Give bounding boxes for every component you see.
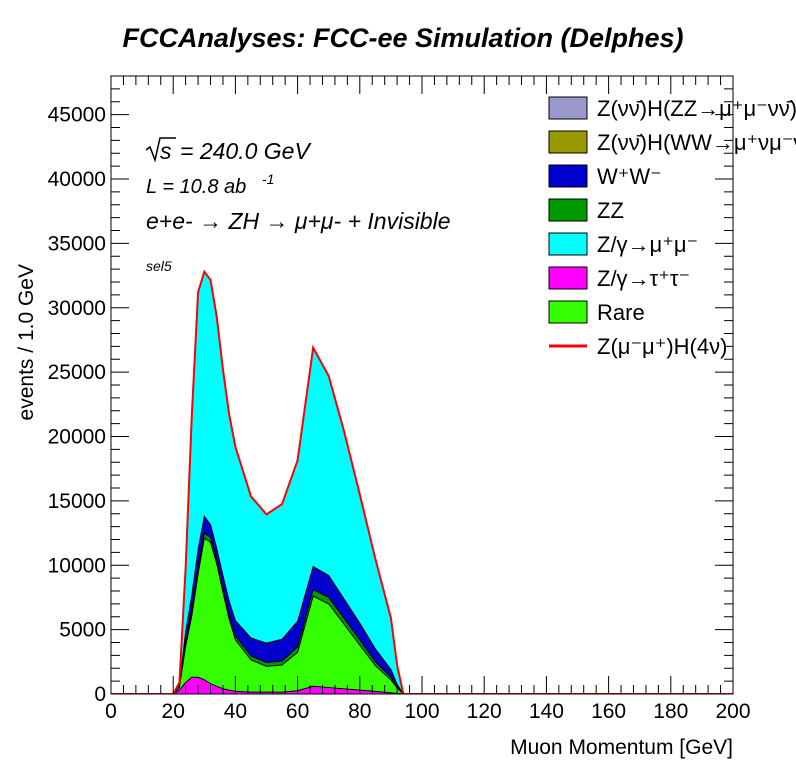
legend-swatch [548, 164, 588, 188]
y-tick-label: 5000 [59, 619, 106, 642]
legend-label: ZZ [597, 198, 624, 223]
annotations: s = 240.0 GeV L = 10.8 ab -1 e+e- → ZH →… [145, 137, 451, 274]
y-tick-label: 45000 [48, 104, 106, 127]
y-tick-label: 40000 [48, 168, 106, 191]
legend-swatch [548, 130, 588, 154]
x-tick-label: 160 [591, 700, 626, 723]
lumi-label: L = 10.8 ab [146, 176, 246, 198]
area-series-1 [172, 537, 410, 694]
axes: 0 20 40 60 80 100 120 140 160 180 200 0 5000 10000 150… [48, 75, 751, 723]
legend-label: Z/γ→μ⁺μ⁻ [597, 232, 698, 257]
x-tick-label: 180 [653, 700, 688, 723]
y-tick-label: 30000 [48, 297, 106, 320]
x-tick-label: 120 [467, 700, 502, 723]
x-tick-label: 140 [529, 700, 564, 723]
area-series-0 [172, 676, 410, 694]
legend-swatch [548, 232, 588, 256]
signal-line [111, 269, 733, 694]
legend-label: W⁺W⁻ [597, 164, 662, 189]
legend-label: Z(νν̄)H(ZZ→μ⁺μ⁻νν̄) [597, 96, 796, 121]
legend: Z(νν̄)H(ZZ→μ⁺μ⁻νν̄) Z(νν̄)H(WW→μ⁺νμ⁻ν̄) W⁺… [548, 96, 796, 359]
x-tick-label: 100 [404, 700, 439, 723]
legend-swatch [548, 96, 588, 120]
y-tick-label: 15000 [48, 490, 106, 513]
selection-label: sel5 [146, 258, 172, 274]
y-tick-label: 10000 [48, 554, 106, 577]
x-tick-label: 60 [286, 700, 309, 723]
x-tick-label: 0 [105, 700, 117, 723]
x-tick-label: 20 [162, 700, 185, 723]
plot-area [111, 269, 733, 694]
y-tick-label: 20000 [48, 426, 106, 449]
legend-label: Rare [597, 300, 645, 325]
x-tick-label: 80 [348, 700, 371, 723]
y-tick-label: 35000 [48, 232, 106, 255]
legend-label: Z(νν̄)H(WW→μ⁺νμ⁻ν̄) [597, 130, 796, 155]
x-tick-label: 200 [715, 700, 750, 723]
process-label: e+e- → ZH → μ+μ- + Invisible [146, 208, 451, 234]
energy-label: = 240.0 GeV [180, 138, 312, 164]
y-tick-label: 0 [94, 683, 106, 706]
chart-title: FCCAnalyses: FCC-ee Simulation (Delphes) [122, 23, 683, 53]
x-axis-label: Muon Momentum [GeV] [510, 736, 733, 759]
legend-swatch [548, 300, 588, 324]
legend-label: Z(μ⁻μ⁺)H(4ν) [597, 334, 727, 359]
lumi-exponent: -1 [262, 171, 274, 187]
legend-swatch [548, 266, 588, 290]
y-tick-label: 25000 [48, 361, 106, 384]
sqrt-s-label: s [160, 138, 172, 164]
y-axis-label: events / 1.0 GeV [15, 264, 38, 420]
x-tick-label: 40 [224, 700, 247, 723]
legend-label: Z/γ→τ⁺τ⁻ [597, 266, 690, 291]
legend-swatch [548, 198, 588, 222]
sqrt-icon [145, 137, 176, 163]
